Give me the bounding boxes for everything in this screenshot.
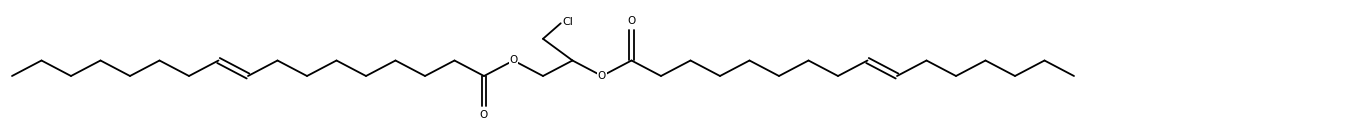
Text: O: O <box>597 71 606 81</box>
Text: O: O <box>510 55 518 66</box>
Text: O: O <box>479 111 488 120</box>
Text: Cl: Cl <box>563 17 574 27</box>
Text: O: O <box>627 16 636 26</box>
